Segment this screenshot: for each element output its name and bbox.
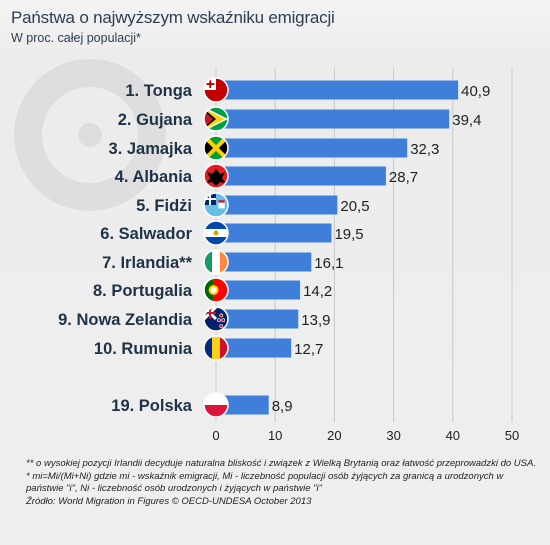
x-tick-label: 30 (386, 428, 400, 443)
flag-ring (203, 77, 229, 103)
bar (216, 252, 312, 272)
flags (203, 77, 229, 418)
value-label: 12,7 (294, 341, 323, 358)
flag-part (204, 405, 228, 417)
value-label: 39,4 (452, 112, 481, 129)
flag-part (220, 250, 228, 274)
value-label: 13,9 (301, 312, 330, 329)
bar (216, 223, 332, 243)
x-tick-label: 40 (446, 428, 460, 443)
ireland-flag-icon (204, 250, 228, 274)
flag-part (212, 250, 220, 274)
flag-ring (203, 220, 229, 246)
watermark-logo (14, 59, 166, 211)
bar (216, 109, 450, 129)
value-label: 40,9 (461, 83, 490, 100)
category-label: 3. Jamajka (109, 140, 193, 158)
flag-part (204, 111, 213, 127)
flag-part (216, 136, 228, 160)
flag-part (207, 169, 225, 186)
poland-flag-icon (204, 393, 228, 417)
flag-part (204, 336, 212, 360)
flag-ring (203, 192, 229, 218)
category-label: 1. Tonga (125, 82, 192, 100)
flag-part (213, 230, 219, 236)
flag-part (216, 318, 221, 323)
flag-ring (203, 277, 229, 303)
bar (216, 309, 299, 329)
bar (216, 138, 408, 158)
category-labels: 1. Tonga 2. Gujana 3. Jamajka 4. Albania 5. … (58, 82, 193, 415)
flag-part (204, 136, 216, 160)
value-label: 28,7 (389, 169, 418, 186)
footnotes: ** o wysokiej pozycji Irlandii decyduje … (26, 458, 536, 508)
flag-part (220, 336, 228, 360)
x-tick-label: 20 (327, 428, 341, 443)
value-label: 8,9 (272, 398, 293, 415)
bar (216, 80, 459, 100)
category-label: 8. Portugalia (93, 282, 193, 300)
flag-part (221, 318, 226, 323)
value-label: 14,2 (303, 283, 332, 300)
x-tick-label: 10 (268, 428, 282, 443)
bar (216, 195, 338, 215)
portugal-flag-icon (204, 278, 228, 302)
footnote-ireland: ** o wysokiej pozycji Irlandii decyduje … (26, 458, 536, 469)
value-label: 19,5 (334, 226, 363, 243)
bar (216, 338, 292, 358)
bar (216, 280, 301, 300)
footnote-formula: * mi=Mi/(Mi+Ni) gdzie mi - wskaźnik emig… (26, 470, 504, 495)
flag-ring (203, 392, 229, 418)
category-label: 4. Albania (115, 168, 193, 186)
bar (216, 395, 269, 415)
category-label: 19. Polska (111, 397, 193, 415)
romania-flag-icon (204, 336, 228, 360)
flag-part (218, 200, 225, 203)
flag-ring (203, 135, 229, 161)
bar-chart: 1. Tonga 2. Gujana 3. Jamajka 4. Albania 5. … (14, 59, 519, 443)
flag-part (204, 250, 212, 274)
flag-ring (203, 106, 229, 132)
flag-part (212, 336, 220, 360)
flag-ring (203, 335, 229, 361)
flag-ring (203, 249, 229, 275)
category-label: 2. Gujana (118, 111, 193, 129)
flag-part (209, 193, 211, 205)
flag-ring (203, 163, 229, 189)
flag-part (209, 307, 211, 319)
category-label: 5. Fidżi (136, 197, 192, 215)
value-labels: 40,9 39,4 32,3 28,7 20,5 19,5 16,1 14,2 13,9 12,7… (272, 83, 491, 415)
flag-part (204, 393, 228, 405)
category-label: 7. Irlandia** (102, 254, 192, 272)
value-label: 20,5 (340, 198, 369, 215)
value-label: 16,1 (314, 255, 343, 272)
x-axis-ticks: 0 10 20 30 40 50 (212, 428, 519, 443)
category-label: 6. Salwador (100, 225, 192, 243)
flag-part (219, 324, 224, 329)
flag-part (219, 313, 224, 318)
x-tick-label: 0 (212, 428, 219, 443)
flag-part (213, 278, 228, 302)
flag-part (206, 83, 215, 85)
x-tick-label: 50 (505, 428, 519, 443)
chart-title: Państwa o najwyższym wskaźniku emigracji (11, 8, 335, 27)
chart-header: Państwa o najwyższym wskaźniku emigracji… (0, 0, 550, 50)
flag-ring (203, 306, 229, 332)
flag-part (210, 287, 217, 293)
flag-part (218, 200, 225, 209)
category-label: 10. Rumunia (94, 340, 193, 358)
category-label: 9. Nowa Zelandia (58, 311, 193, 329)
chart-subtitle: W proc. całej populacji* (11, 31, 141, 45)
bars (216, 80, 459, 415)
source-note: Źródło: World Migration in Figures © OEC… (26, 495, 312, 507)
value-label: 32,3 (410, 141, 439, 158)
bar (216, 166, 386, 186)
